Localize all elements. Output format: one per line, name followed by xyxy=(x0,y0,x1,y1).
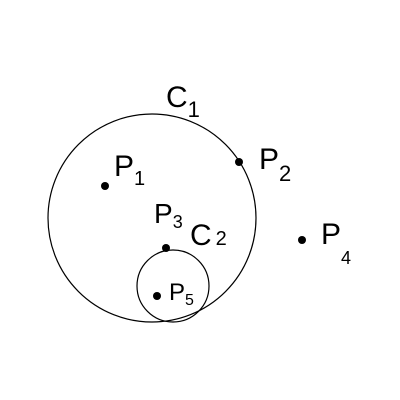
label-c1: C1 xyxy=(166,81,200,122)
label-p5-sub: 5 xyxy=(185,292,194,309)
label-c2-main: C xyxy=(190,219,212,252)
label-p4: P4 xyxy=(321,218,351,268)
label-p2-main: P xyxy=(259,143,279,176)
label-p2-sub: 2 xyxy=(279,161,291,186)
label-p3-sub: 3 xyxy=(173,212,183,232)
label-p1-sub: 1 xyxy=(134,168,145,190)
label-p1: P1 xyxy=(114,150,145,190)
label-p1-main: P xyxy=(114,150,134,183)
point-p5 xyxy=(153,292,161,300)
label-c1-sub: 1 xyxy=(188,97,200,122)
label-p4-sub: 4 xyxy=(341,248,351,268)
label-p3: P3 xyxy=(154,198,183,232)
label-p2: P2 xyxy=(259,143,291,186)
point-p2 xyxy=(235,158,243,166)
label-p3-main: P xyxy=(154,198,173,229)
circle-c2 xyxy=(136,249,210,323)
label-p5: P5 xyxy=(169,279,194,309)
circle-c1 xyxy=(47,113,257,323)
point-p1 xyxy=(101,182,109,190)
point-p3 xyxy=(162,244,170,252)
label-c2-sub: 2 xyxy=(216,228,227,250)
label-c1-main: C xyxy=(166,81,188,114)
label-p4-main: P xyxy=(321,218,341,251)
label-p5-main: P xyxy=(169,279,185,306)
point-p4 xyxy=(298,236,306,244)
